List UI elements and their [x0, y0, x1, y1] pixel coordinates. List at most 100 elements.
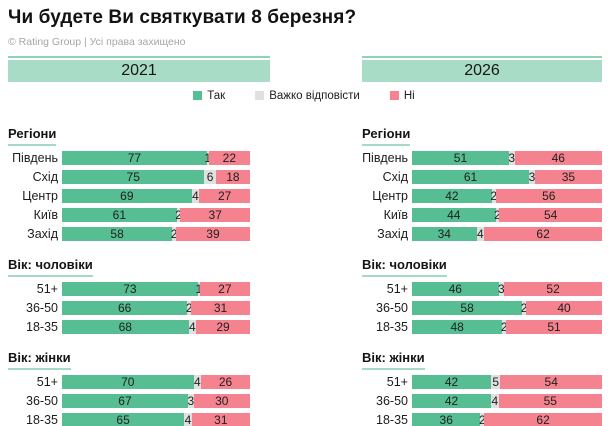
row-label: 51+	[36, 375, 58, 389]
stacked-bar: 36 2 62	[412, 413, 602, 426]
row-label: Захід	[27, 227, 58, 241]
segment-no: 40	[526, 301, 602, 315]
segment-no: 62	[484, 227, 602, 241]
stacked-bar: 42 4 55	[412, 394, 603, 408]
segment-yes: 75	[62, 170, 205, 184]
row-label: Захід	[377, 227, 408, 241]
band-accent-line	[362, 56, 602, 58]
segment-no: 30	[193, 394, 250, 408]
stacked-bar: 58 2 40	[412, 301, 602, 315]
segment-dont-know: 3	[187, 394, 195, 408]
segment-no: 55	[498, 394, 603, 408]
segment-yes: 77	[62, 151, 207, 165]
segment-yes: 68	[62, 320, 189, 334]
bar-row: 36-50 58 2 40	[362, 301, 602, 315]
panel-2026: Регіони Південь 51 3 46 Схід 61 3 35 Центр 42 2 56 Ки…	[362, 102, 603, 426]
segment-no: 52	[504, 282, 602, 296]
segment-no: 18	[215, 170, 250, 184]
segment-yes: 42	[412, 375, 492, 389]
legend-item-no: Ні	[389, 89, 415, 102]
segment-no: 46	[514, 151, 603, 165]
legend-label: Важко відповісти	[269, 89, 360, 102]
stacked-bar: 51 3 46	[412, 151, 603, 165]
segment-yes: 51	[412, 151, 509, 165]
segment-dont-know: 1	[204, 151, 211, 165]
row-label: 36-50	[376, 301, 408, 315]
section-title: Вік: чоловіки	[8, 257, 93, 277]
row-label: Київ	[33, 208, 58, 222]
segment-dont-know: 4	[184, 413, 192, 426]
bar-row: Київ 61 2 37	[8, 208, 270, 222]
segment-dont-know: 3	[498, 282, 505, 296]
stacked-bar: 61 3 35	[412, 170, 602, 184]
section-title: Вік: чоловіки	[362, 257, 447, 277]
bar-row: Захід 34 4 62	[362, 227, 602, 241]
year-label-2021: 2021	[8, 60, 270, 82]
segment-dont-know: 4	[191, 189, 200, 203]
section-2021-2: Вік: жінки 51+ 70 4 26 36-50 67 3 30 18-35 65 4 31	[8, 349, 270, 426]
stacked-bar: 69 4 27	[62, 189, 250, 203]
segment-no: 62	[484, 413, 602, 426]
segment-dont-know: 2	[500, 320, 508, 334]
segment-dont-know: 5	[491, 375, 501, 389]
segment-yes: 67	[62, 394, 188, 408]
stacked-bar: 65 4 31	[62, 413, 250, 426]
segment-dont-know: 2	[170, 227, 178, 241]
legend-swatch-no-icon	[389, 91, 399, 100]
stacked-bar: 44 2 54	[412, 208, 602, 222]
segment-dont-know: 4	[491, 394, 499, 408]
stacked-bar: 66 2 31	[62, 301, 250, 315]
bar-row: 18-35 36 2 62	[362, 413, 602, 426]
segment-yes: 42	[412, 189, 492, 203]
row-label: 51+	[386, 282, 408, 296]
row-label: Південь	[362, 151, 408, 165]
segment-no: 27	[199, 189, 250, 203]
segment-yes: 42	[412, 394, 492, 408]
legend-label: Ні	[403, 89, 415, 102]
section-rows: 51+ 42 5 54 36-50 42 4 55 18-35 36 2 62	[362, 375, 603, 426]
panels-row: РегіониПівдень77122Схід75618Центр69427Ки…	[0, 102, 608, 426]
segment-dont-know: 1	[195, 282, 202, 296]
segment-no: 27	[199, 282, 250, 296]
section-title: Регіони	[362, 126, 411, 146]
segment-yes: 48	[412, 320, 503, 334]
segment-yes: 36	[412, 413, 481, 426]
bar-row: 51+ 70 4 26	[8, 375, 270, 389]
bar-row: 51+ 42 5 54	[362, 375, 602, 389]
bar-row: 18-35 48 2 51	[362, 320, 602, 334]
segment-yes: 58	[412, 301, 523, 315]
bar-row: Південь 77122	[8, 151, 270, 165]
segment-yes: 66	[62, 301, 188, 315]
legend-swatch-yes-icon	[193, 91, 203, 100]
bar-row: 18-35 65 4 31	[8, 413, 270, 426]
year-band-2021: 2021	[8, 56, 270, 82]
legend-label: Так	[207, 89, 226, 102]
bar-row: Захід 58 2 39	[8, 227, 270, 241]
section-2026-1: Вік: чоловіки 51+ 46 3 52 36-50 58 2 40 18-35 48 2 5…	[362, 256, 602, 334]
segment-dont-know: 2	[490, 189, 498, 203]
legend-swatch-dont_know-icon	[255, 91, 265, 100]
segment-dont-know: 4	[188, 320, 197, 334]
segment-yes: 61	[412, 170, 530, 184]
stacked-bar: 73127	[62, 282, 250, 296]
segment-yes: 73	[62, 282, 198, 296]
row-label: 18-35	[376, 320, 408, 334]
section-title: Вік: жінки	[8, 350, 71, 370]
segment-dont-know: 2	[494, 208, 501, 222]
bar-row: 36-50 67 3 30	[8, 394, 270, 408]
bar-row: 51+ 46 3 52	[362, 282, 602, 296]
section-2026-0: Регіони Південь 51 3 46 Схід 61 3 35 Центр 42 2 56 Ки…	[362, 125, 603, 241]
bar-row: Київ 44 2 54	[362, 208, 602, 222]
segment-no: 54	[499, 208, 602, 222]
row-label: Схід	[382, 170, 408, 184]
segment-no: 29	[196, 320, 251, 334]
stacked-bar: 67 3 30	[62, 394, 250, 408]
stacked-bar: 42 5 54	[412, 375, 602, 389]
stacked-bar: 48 2 51	[412, 320, 602, 334]
stacked-bar: 68 4 29	[62, 320, 251, 334]
segment-no: 31	[191, 301, 250, 315]
section-rows: Південь 51 3 46 Схід 61 3 35 Центр 42 2 56 Київ 44 2 54…	[362, 151, 603, 241]
stacked-bar: 77122	[62, 151, 250, 165]
stacked-bar: 75 6 18	[62, 170, 250, 184]
